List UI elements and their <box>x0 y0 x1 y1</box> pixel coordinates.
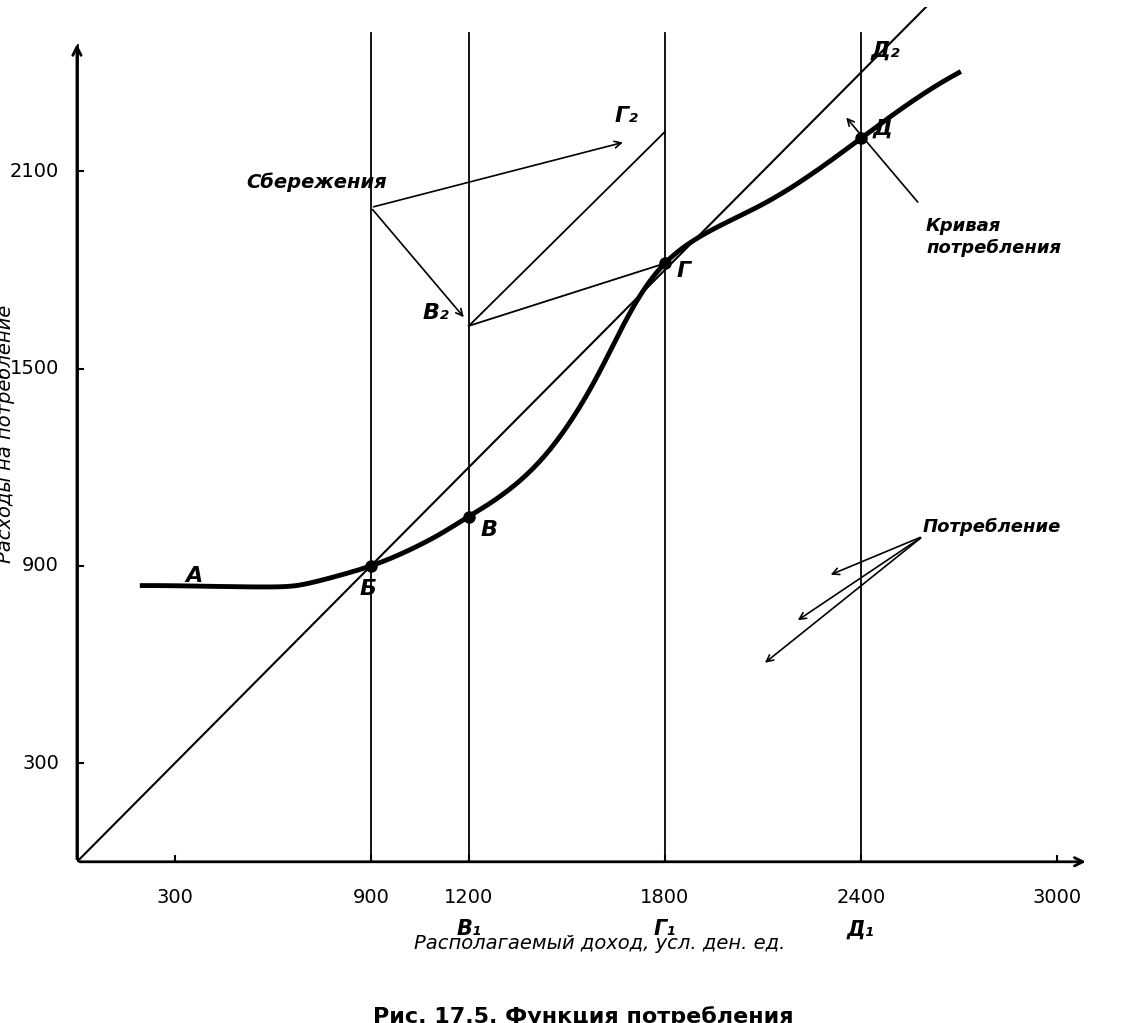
Text: 2400: 2400 <box>837 888 885 907</box>
Text: В₂: В₂ <box>422 303 449 323</box>
Text: Д: Д <box>873 119 892 139</box>
Text: Располагаемый доход, усл. ден. ед.: Располагаемый доход, усл. ден. ед. <box>414 934 785 953</box>
Text: 1200: 1200 <box>444 888 493 907</box>
Text: 1800: 1800 <box>640 888 690 907</box>
Text: Расходы на потребление: Расходы на потребление <box>0 305 15 564</box>
Text: А: А <box>186 567 203 586</box>
Text: Г₁: Г₁ <box>654 920 676 939</box>
Text: Б: Б <box>359 579 376 599</box>
Text: 900: 900 <box>352 888 390 907</box>
Text: Потребление: Потребление <box>922 518 1061 535</box>
Text: Д₂: Д₂ <box>870 40 900 60</box>
Text: Г₂: Г₂ <box>615 106 639 126</box>
Text: Сбережения: Сбережения <box>247 172 387 191</box>
Text: В₁: В₁ <box>456 920 481 939</box>
Text: Кривая
потребления: Кривая потребления <box>926 217 1061 258</box>
Text: Г: Г <box>676 261 690 280</box>
Text: 300: 300 <box>23 754 59 772</box>
Text: 900: 900 <box>23 557 59 575</box>
Text: Рис. 17.5. Функция потребления: Рис. 17.5. Функция потребления <box>373 1007 794 1023</box>
Text: 2100: 2100 <box>10 162 59 181</box>
Text: 300: 300 <box>157 888 193 907</box>
Text: Д₁: Д₁ <box>847 920 875 939</box>
Text: В: В <box>480 521 497 540</box>
Text: 3000: 3000 <box>1032 888 1082 907</box>
Text: 1500: 1500 <box>10 359 59 379</box>
